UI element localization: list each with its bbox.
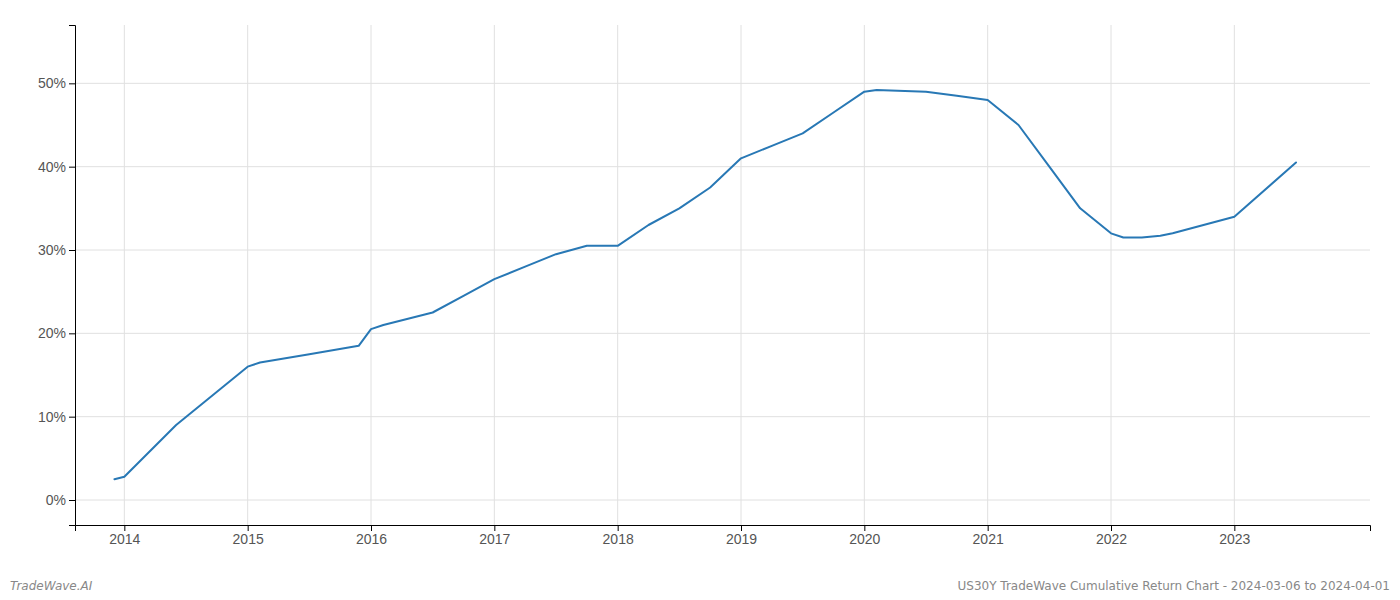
x-tick: 2018	[603, 525, 634, 547]
grid-line	[75, 83, 1370, 84]
y-tick-label: 30%	[38, 242, 66, 258]
y-tick: 40%	[38, 159, 75, 175]
y-tick: 10%	[38, 409, 75, 425]
x-tick-label: 2020	[849, 531, 880, 547]
x-tick: 2016	[356, 525, 387, 547]
grid-line	[1234, 25, 1235, 525]
x-tick-label: 2017	[479, 531, 510, 547]
x-tick: 2017	[479, 525, 510, 547]
y-tick-label: 40%	[38, 159, 66, 175]
x-tick: 2015	[233, 525, 264, 547]
y-tick-mark	[69, 167, 75, 168]
grid-line	[494, 25, 495, 525]
grid-line	[75, 333, 1370, 334]
marks	[114, 90, 1296, 479]
y-axis-line	[69, 26, 76, 526]
y-tick-label: 0%	[46, 492, 66, 508]
grid-line	[1111, 25, 1112, 525]
x-tick-label: 2023	[1219, 531, 1250, 547]
grid	[75, 25, 1370, 525]
plot-area: 2014 2015 2016 2017 2018 2019 2020 2021 2022 2023…	[38, 25, 1371, 547]
y-tick-mark	[69, 500, 75, 501]
grid-line	[864, 25, 865, 525]
x-tick: 2022	[1096, 525, 1127, 547]
grid-line	[75, 166, 1370, 167]
annotation: US30Y TradeWave Cumulative Return Chart …	[958, 579, 1390, 593]
y-tick-mark	[69, 250, 75, 251]
x-tick-label: 2022	[1096, 531, 1127, 547]
y-tick-mark	[69, 333, 75, 334]
x-tick-label: 2014	[109, 531, 140, 547]
grid-line	[247, 25, 248, 525]
x-tick: 2023	[1219, 525, 1250, 547]
x-tick: 2019	[726, 525, 757, 547]
x-tick: 2021	[973, 525, 1004, 547]
line	[114, 90, 1296, 479]
y-tick: 50%	[38, 75, 75, 91]
y-axis: 0% 10% 20% 30% 40% 50%	[38, 26, 76, 526]
grid-line	[75, 250, 1370, 251]
chart-svg: 2014 2015 2016 2017 2018 2019 2020 2021 2022 2023…	[0, 0, 1400, 600]
x-tick: 2014	[109, 525, 140, 547]
x-tick-label: 2021	[973, 531, 1004, 547]
x-axis-line	[76, 526, 1371, 532]
y-tick-label: 10%	[38, 409, 66, 425]
grid-line	[741, 25, 742, 525]
x-tick-label: 2015	[233, 531, 264, 547]
y-tick-mark	[69, 417, 75, 418]
y-tick-mark	[69, 83, 75, 84]
x-tick: 2020	[849, 525, 880, 547]
y-tick: 0%	[46, 492, 75, 508]
grid-line	[75, 500, 1370, 501]
x-axis: 2014 2015 2016 2017 2018 2019 2020 2021 2022 2023	[76, 525, 1371, 547]
x-tick-label: 2018	[603, 531, 634, 547]
y-tick: 20%	[38, 325, 75, 341]
grid-line	[75, 416, 1370, 417]
grid-line	[371, 25, 372, 525]
y-tick-label: 20%	[38, 325, 66, 341]
annotation: TradeWave.AI	[10, 579, 93, 593]
grid-line	[124, 25, 125, 525]
x-tick-label: 2016	[356, 531, 387, 547]
x-tick-label: 2019	[726, 531, 757, 547]
y-tick-label: 50%	[38, 75, 66, 91]
y-tick: 30%	[38, 242, 75, 258]
grid-line	[617, 25, 618, 525]
